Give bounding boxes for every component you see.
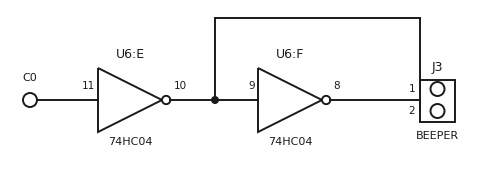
Text: 74HC04: 74HC04 bbox=[108, 137, 152, 147]
Text: 74HC04: 74HC04 bbox=[268, 137, 312, 147]
Text: J3: J3 bbox=[432, 62, 444, 74]
Text: 2: 2 bbox=[408, 106, 415, 116]
Text: 11: 11 bbox=[82, 81, 95, 91]
Text: C0: C0 bbox=[22, 73, 38, 83]
Text: 10: 10 bbox=[174, 81, 186, 91]
Text: 9: 9 bbox=[248, 81, 255, 91]
Text: BEEPER: BEEPER bbox=[416, 131, 459, 141]
Text: 1: 1 bbox=[408, 84, 415, 94]
Text: U6:E: U6:E bbox=[116, 49, 144, 62]
Text: U6:F: U6:F bbox=[276, 49, 304, 62]
FancyBboxPatch shape bbox=[420, 80, 455, 122]
Text: 8: 8 bbox=[334, 81, 340, 91]
Circle shape bbox=[211, 96, 219, 104]
